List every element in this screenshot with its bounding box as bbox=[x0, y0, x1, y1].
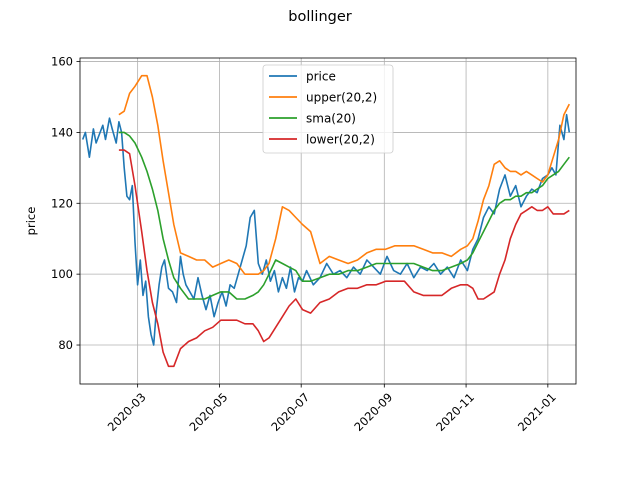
x-tick-label: 2020-07 bbox=[268, 390, 312, 434]
plot-frame bbox=[79, 57, 577, 385]
y-tick-label: 100 bbox=[51, 267, 73, 281]
y-tick-label: 140 bbox=[51, 125, 73, 139]
series-line-2 bbox=[118, 131, 570, 300]
y-axis-label: price bbox=[24, 207, 38, 236]
legend-entry: price bbox=[306, 70, 336, 84]
series-line-3 bbox=[118, 149, 570, 368]
series-line-0 bbox=[81, 113, 571, 346]
x-axis-ticks: 2020-03 2020-05 2020-07 2020-09 2020-11 2021-… bbox=[105, 384, 559, 434]
legend-entry: sma(20) bbox=[306, 112, 356, 126]
chart-title: bollinger bbox=[288, 9, 351, 25]
y-tick-label: 160 bbox=[51, 55, 73, 69]
y-tick-label: 80 bbox=[58, 338, 73, 352]
x-tick-label: 2020-03 bbox=[105, 390, 149, 434]
grid bbox=[80, 58, 576, 384]
x-tick-label: 2020-09 bbox=[351, 390, 395, 434]
legend-entry: lower(20,2) bbox=[306, 133, 375, 147]
plot-lines bbox=[81, 74, 571, 368]
x-tick-label: 2020-05 bbox=[187, 390, 231, 434]
legend: price upper(20,2) sma(20) lower(20,2) bbox=[262, 64, 394, 154]
y-axis-ticks: 80 100 120 140 160 bbox=[51, 55, 80, 352]
legend-box bbox=[262, 64, 394, 154]
y-tick-label: 120 bbox=[51, 196, 73, 210]
legend-entry: upper(20,2) bbox=[306, 91, 377, 105]
x-tick-label: 2021-01 bbox=[515, 390, 559, 434]
series-line-1 bbox=[118, 74, 571, 276]
x-tick-label: 2020-11 bbox=[433, 390, 477, 434]
